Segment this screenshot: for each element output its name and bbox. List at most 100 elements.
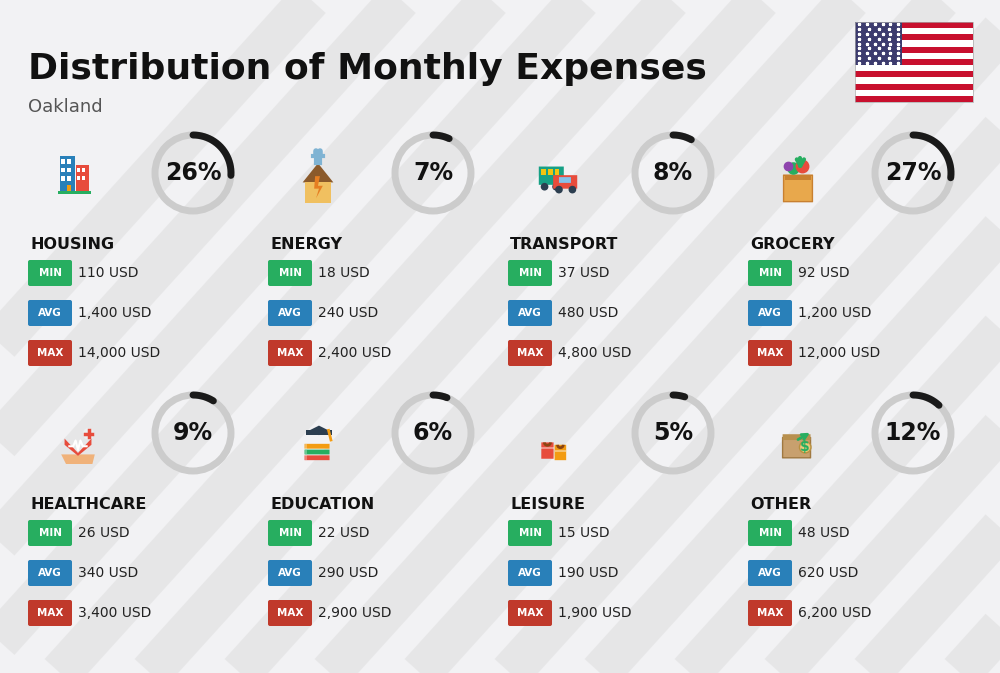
FancyBboxPatch shape (748, 260, 792, 286)
Text: TRANSPORT: TRANSPORT (510, 237, 618, 252)
FancyBboxPatch shape (268, 260, 312, 286)
Text: MIN: MIN (278, 268, 302, 278)
Text: 1,200 USD: 1,200 USD (798, 306, 872, 320)
Text: 26%: 26% (165, 161, 221, 185)
Bar (61, 176, 65, 181)
Text: MAX: MAX (37, 608, 63, 618)
FancyBboxPatch shape (508, 340, 552, 366)
Text: LEISURE: LEISURE (510, 497, 585, 512)
Text: MIN: MIN (38, 268, 62, 278)
FancyBboxPatch shape (28, 600, 72, 626)
Text: AVG: AVG (758, 308, 782, 318)
FancyBboxPatch shape (784, 175, 812, 202)
FancyBboxPatch shape (783, 434, 810, 440)
Text: OTHER: OTHER (750, 497, 811, 512)
Bar (855, 22, 902, 65)
Text: MIN: MIN (278, 528, 302, 538)
Text: MIN: MIN (518, 268, 542, 278)
Bar (548, 170, 553, 175)
Text: 190 USD: 190 USD (558, 566, 618, 580)
FancyBboxPatch shape (305, 444, 330, 449)
Text: GROCERY: GROCERY (750, 237, 834, 252)
Text: 5%: 5% (653, 421, 693, 445)
FancyBboxPatch shape (783, 437, 811, 458)
Bar (855, 59, 973, 65)
Text: MAX: MAX (517, 348, 543, 358)
Text: 620 USD: 620 USD (798, 566, 858, 580)
Text: MIN: MIN (518, 528, 542, 538)
FancyBboxPatch shape (268, 520, 312, 546)
Polygon shape (314, 176, 323, 199)
Bar (855, 83, 973, 90)
Text: 7%: 7% (413, 161, 453, 185)
Text: HOUSING: HOUSING (30, 237, 114, 252)
Text: AVG: AVG (518, 568, 542, 578)
Text: Distribution of Monthly Expenses: Distribution of Monthly Expenses (28, 52, 707, 86)
Circle shape (569, 186, 576, 193)
Text: 12,000 USD: 12,000 USD (798, 346, 880, 360)
Text: 2,900 USD: 2,900 USD (318, 606, 392, 620)
Bar (555, 450, 566, 452)
Bar (855, 46, 973, 52)
Text: 6,200 USD: 6,200 USD (798, 606, 872, 620)
Polygon shape (65, 439, 91, 456)
Bar (855, 52, 973, 59)
Bar (67, 176, 71, 181)
FancyBboxPatch shape (541, 442, 554, 459)
FancyBboxPatch shape (28, 520, 72, 546)
FancyBboxPatch shape (559, 177, 571, 183)
Bar (76, 165, 89, 190)
Bar (855, 90, 973, 96)
Text: AVG: AVG (38, 568, 62, 578)
Text: ENERGY: ENERGY (270, 237, 342, 252)
Text: 12%: 12% (885, 421, 941, 445)
Bar (855, 71, 973, 77)
Text: 480 USD: 480 USD (558, 306, 618, 320)
Text: 6%: 6% (413, 421, 453, 445)
FancyBboxPatch shape (748, 520, 792, 546)
Polygon shape (303, 163, 333, 182)
Bar (82, 168, 85, 172)
Bar (855, 28, 973, 34)
Text: 340 USD: 340 USD (78, 566, 138, 580)
Bar (855, 65, 973, 71)
Bar (855, 40, 973, 46)
FancyBboxPatch shape (508, 560, 552, 586)
Text: 26 USD: 26 USD (78, 526, 130, 540)
Bar (61, 159, 65, 164)
Text: AVG: AVG (278, 308, 302, 318)
FancyBboxPatch shape (508, 260, 552, 286)
Text: 48 USD: 48 USD (798, 526, 850, 540)
Bar (305, 182, 331, 203)
FancyBboxPatch shape (305, 456, 330, 460)
Bar (855, 22, 973, 28)
Bar (77, 168, 80, 172)
Text: 15 USD: 15 USD (558, 526, 610, 540)
Bar (305, 456, 307, 460)
Bar (855, 34, 973, 40)
Circle shape (555, 186, 563, 193)
FancyBboxPatch shape (28, 340, 72, 366)
Text: 37 USD: 37 USD (558, 266, 610, 280)
Circle shape (541, 183, 548, 190)
Text: MAX: MAX (277, 348, 303, 358)
FancyBboxPatch shape (268, 600, 312, 626)
Text: 92 USD: 92 USD (798, 266, 850, 280)
Text: 9%: 9% (173, 421, 213, 445)
Text: 290 USD: 290 USD (318, 566, 378, 580)
Bar (555, 170, 559, 175)
FancyBboxPatch shape (748, 340, 792, 366)
Bar (67, 185, 71, 191)
Text: MIN: MIN (759, 268, 782, 278)
FancyBboxPatch shape (508, 300, 552, 326)
Bar (855, 22, 973, 102)
Text: $: $ (800, 440, 810, 454)
Bar (785, 175, 811, 180)
Bar (82, 176, 85, 180)
Text: EDUCATION: EDUCATION (270, 497, 374, 512)
Polygon shape (61, 454, 95, 464)
Text: 18 USD: 18 USD (318, 266, 370, 280)
Text: AVG: AVG (758, 568, 782, 578)
FancyBboxPatch shape (748, 560, 792, 586)
Text: MIN: MIN (38, 528, 62, 538)
